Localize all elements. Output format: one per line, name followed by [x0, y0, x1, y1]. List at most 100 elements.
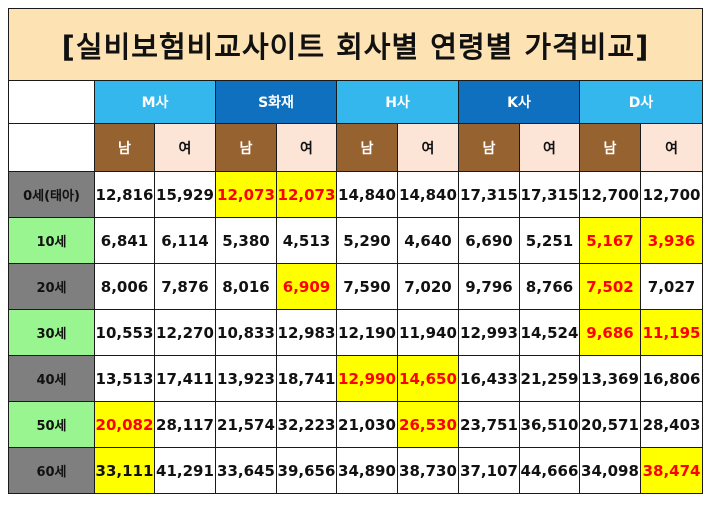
price-cell: 7,020: [397, 263, 459, 310]
company-header: H사: [336, 80, 459, 124]
female-header: 여: [154, 123, 216, 172]
male-header: 남: [215, 123, 277, 172]
price-cell: 16,433: [458, 355, 520, 402]
corner-cell-2: [8, 123, 95, 172]
price-cell: 16,806: [639, 355, 704, 402]
price-cell: 12,990: [336, 355, 398, 402]
price-cell: 12,270: [154, 309, 216, 356]
corner-cell: [8, 80, 95, 124]
price-cell: 12,700: [579, 171, 641, 218]
price-cell: 7,502: [579, 263, 641, 310]
price-cell: 21,259: [519, 355, 580, 402]
price-cell: 14,650: [397, 355, 459, 402]
price-cell: 8,006: [94, 263, 155, 310]
age-label: 0세(태아): [8, 171, 95, 218]
price-cell: 21,030: [336, 401, 398, 448]
company-header: M사: [94, 80, 216, 124]
price-cell: 12,073: [215, 171, 277, 218]
price-cell: 6,841: [94, 217, 155, 264]
price-cell: 41,291: [154, 447, 216, 494]
price-cell: 9,686: [579, 309, 641, 356]
price-cell: 12,816: [94, 171, 155, 218]
table-row: 30세 10,553 12,270 10,833 12,983 12,190 11,940 1…: [8, 309, 704, 356]
price-cell: 23,751: [458, 401, 520, 448]
price-cell: 34,890: [336, 447, 398, 494]
price-cell: 12,073: [276, 171, 337, 218]
male-header: 남: [336, 123, 398, 172]
table-row: 60세 33,111 41,291 33,645 39,656 34,890 38,730 3…: [8, 447, 704, 494]
page-title: [실비보험비교사이트 회사별 연령별 가격비교]: [7, 8, 704, 81]
price-cell: 12,190: [336, 309, 398, 356]
age-label: 30세: [8, 309, 95, 356]
price-cell: 26,530: [397, 401, 459, 448]
company-header: K사: [458, 80, 580, 124]
price-cell: 5,380: [215, 217, 277, 264]
table-row: 40세 13,513 17,411 13,923 18,741 12,990 14,650 1…: [8, 355, 704, 402]
age-label: 10세: [8, 217, 95, 264]
price-cell: 9,796: [458, 263, 520, 310]
price-cell: 20,082: [94, 401, 155, 448]
table-row: 0세(태아) 12,816 15,929 12,073 12,073 14,840 14,8…: [8, 171, 704, 218]
price-cell: 7,027: [639, 263, 704, 310]
female-header: 여: [397, 123, 459, 172]
age-label: 20세: [8, 263, 95, 310]
price-cell: 20,571: [579, 401, 641, 448]
price-cell: 7,590: [336, 263, 398, 310]
price-cell: 11,940: [397, 309, 459, 356]
price-cell: 8,766: [519, 263, 580, 310]
price-cell: 13,513: [94, 355, 155, 402]
price-cell: 5,251: [519, 217, 580, 264]
price-cell: 4,513: [276, 217, 337, 264]
price-cell: 21,574: [215, 401, 277, 448]
male-header: 남: [458, 123, 520, 172]
price-cell: 10,833: [215, 309, 277, 356]
price-cell: 13,923: [215, 355, 277, 402]
male-header: 남: [579, 123, 641, 172]
company-header: S화재: [215, 80, 337, 124]
price-cell: 28,403: [639, 401, 704, 448]
price-cell: 14,840: [397, 171, 459, 218]
price-cell: 7,876: [154, 263, 216, 310]
price-cell: 11,195: [639, 309, 704, 356]
price-cell: 39,656: [276, 447, 337, 494]
female-header: 여: [519, 123, 580, 172]
price-cell: 14,840: [336, 171, 398, 218]
company-header: D사: [578, 80, 704, 124]
price-cell: 44,666: [519, 447, 580, 494]
price-cell: 14,524: [519, 309, 580, 356]
female-header: 여: [639, 123, 704, 172]
price-cell: 10,553: [94, 309, 155, 356]
table-row: 20세 8,006 7,876 8,016 6,909 7,590 7,020 9,796 8,…: [8, 263, 704, 310]
price-cell: 37,107: [458, 447, 520, 494]
price-cell: 4,640: [397, 217, 459, 264]
table-row: 50세 20,082 28,117 21,574 32,223 21,030 26,530 2…: [8, 401, 704, 448]
price-cell: 13,369: [579, 355, 641, 402]
price-cell: 17,315: [458, 171, 520, 218]
price-cell: 6,690: [458, 217, 520, 264]
price-cell: 12,983: [276, 309, 337, 356]
price-cell: 32,223: [276, 401, 337, 448]
price-cell: 38,474: [639, 447, 704, 494]
price-cell: 36,510: [519, 401, 580, 448]
price-cell: 12,700: [639, 171, 704, 218]
female-header: 여: [276, 123, 337, 172]
age-label: 40세: [8, 355, 95, 402]
price-cell: 12,993: [458, 309, 520, 356]
price-cell: 17,315: [519, 171, 580, 218]
price-cell: 6,114: [154, 217, 216, 264]
price-cell: 5,167: [579, 217, 641, 264]
price-cell: 28,117: [154, 401, 216, 448]
price-cell: 33,111: [94, 447, 155, 494]
price-cell: 18,741: [276, 355, 337, 402]
price-cell: 38,730: [397, 447, 459, 494]
price-cell: 34,098: [579, 447, 641, 494]
price-cell: 15,929: [154, 171, 216, 218]
age-label: 50세: [8, 401, 95, 448]
price-cell: 33,645: [215, 447, 277, 494]
price-cell: 17,411: [154, 355, 216, 402]
price-cell: 3,936: [639, 217, 704, 264]
price-cell: 5,290: [336, 217, 398, 264]
